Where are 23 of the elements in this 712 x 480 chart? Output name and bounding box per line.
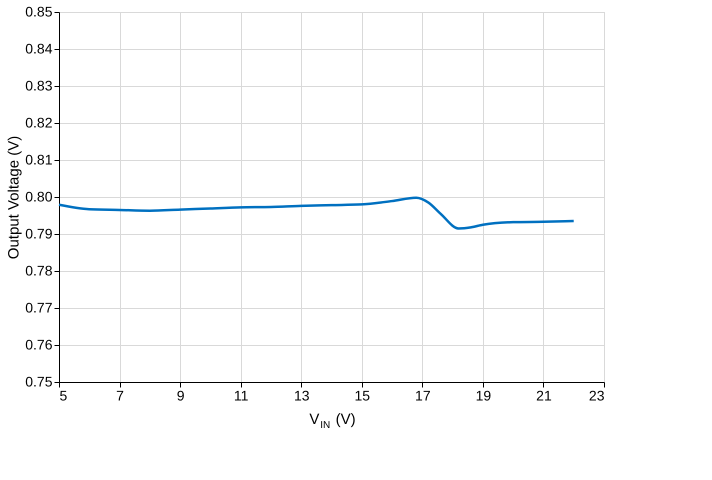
y-tick-label: 0.85	[25, 4, 53, 20]
y-tick-label: 0.78	[25, 262, 53, 278]
y-tick-label: 0.75	[25, 374, 53, 390]
x-tick-label: 7	[116, 388, 124, 404]
x-tick-label: 9	[176, 388, 185, 404]
y-tick-label: 0.77	[25, 300, 53, 316]
line-series	[58, 196, 575, 230]
x-tick-label: 11	[234, 388, 249, 404]
y-tick-label: 0.81	[25, 152, 53, 168]
y-tick-label: 0.79	[25, 226, 53, 242]
x-tick-label: 17	[415, 388, 431, 404]
x-tick-label: 23	[588, 388, 605, 404]
y-tick-label: 0.76	[25, 336, 53, 352]
y-tick-label: 0.80	[25, 188, 53, 204]
x-tick-label: 21	[536, 388, 552, 404]
x-tick-label: 19	[476, 388, 492, 404]
y-tick-label: 0.82	[25, 114, 53, 130]
y-axis-title: Output Voltage (V)	[5, 136, 22, 260]
x-tick-label: 13	[294, 388, 310, 404]
y-tick-label: 0.84	[25, 40, 53, 56]
x-tick-label: 15	[354, 388, 370, 404]
y-tick-label: 0.83	[25, 78, 53, 94]
x-tick-label: 5	[60, 388, 68, 404]
